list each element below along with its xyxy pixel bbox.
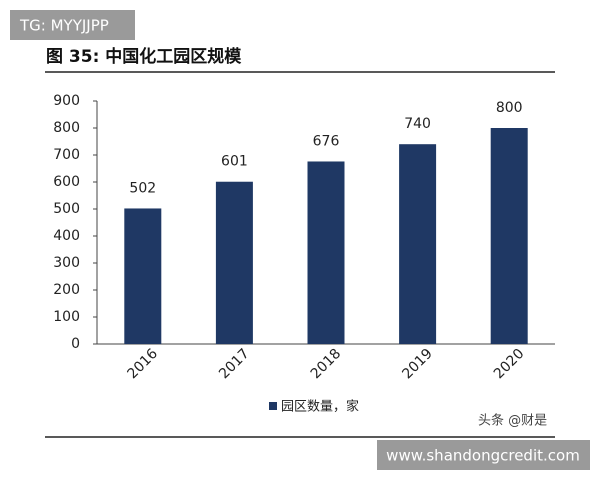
value-label: 601 [221,154,248,170]
value-label: 800 [496,100,523,116]
value-label: 676 [313,133,340,149]
y-tick-label: 100 [53,309,80,325]
y-tick-label: 600 [53,174,80,190]
bar [124,208,162,344]
source: 头条 @财是 [478,413,547,429]
bar [490,128,528,344]
y-tick-label: 300 [53,255,80,271]
y-tick-label: 500 [53,201,80,217]
watermark: TG: MYYJJPP [19,17,109,35]
legend-swatch [269,402,277,410]
bar [307,161,345,344]
y-tick-label: 200 [53,282,80,298]
y-tick-label: 0 [71,336,80,352]
x-tick-label: 2020 [491,346,528,383]
x-tick-label: 2018 [308,346,345,383]
y-tick-label: 800 [53,120,80,136]
website-box [377,440,590,470]
x-tick-label: 2016 [125,346,162,383]
bar [399,144,437,344]
x-tick-label: 2017 [216,346,253,383]
value-label: 740 [404,116,431,132]
chart-title: 图 35: 中国化工园区规模 [46,46,242,67]
bar [215,181,253,344]
y-tick-label: 700 [53,147,80,163]
y-tick-label: 900 [53,93,80,109]
value-label: 502 [129,180,156,196]
website: www.shandongcredit.com [386,447,580,465]
watermark-box [10,10,135,40]
legend-label: 园区数量，家 [281,399,359,415]
x-tick-label: 2019 [399,346,436,383]
y-tick-label: 400 [53,228,80,244]
